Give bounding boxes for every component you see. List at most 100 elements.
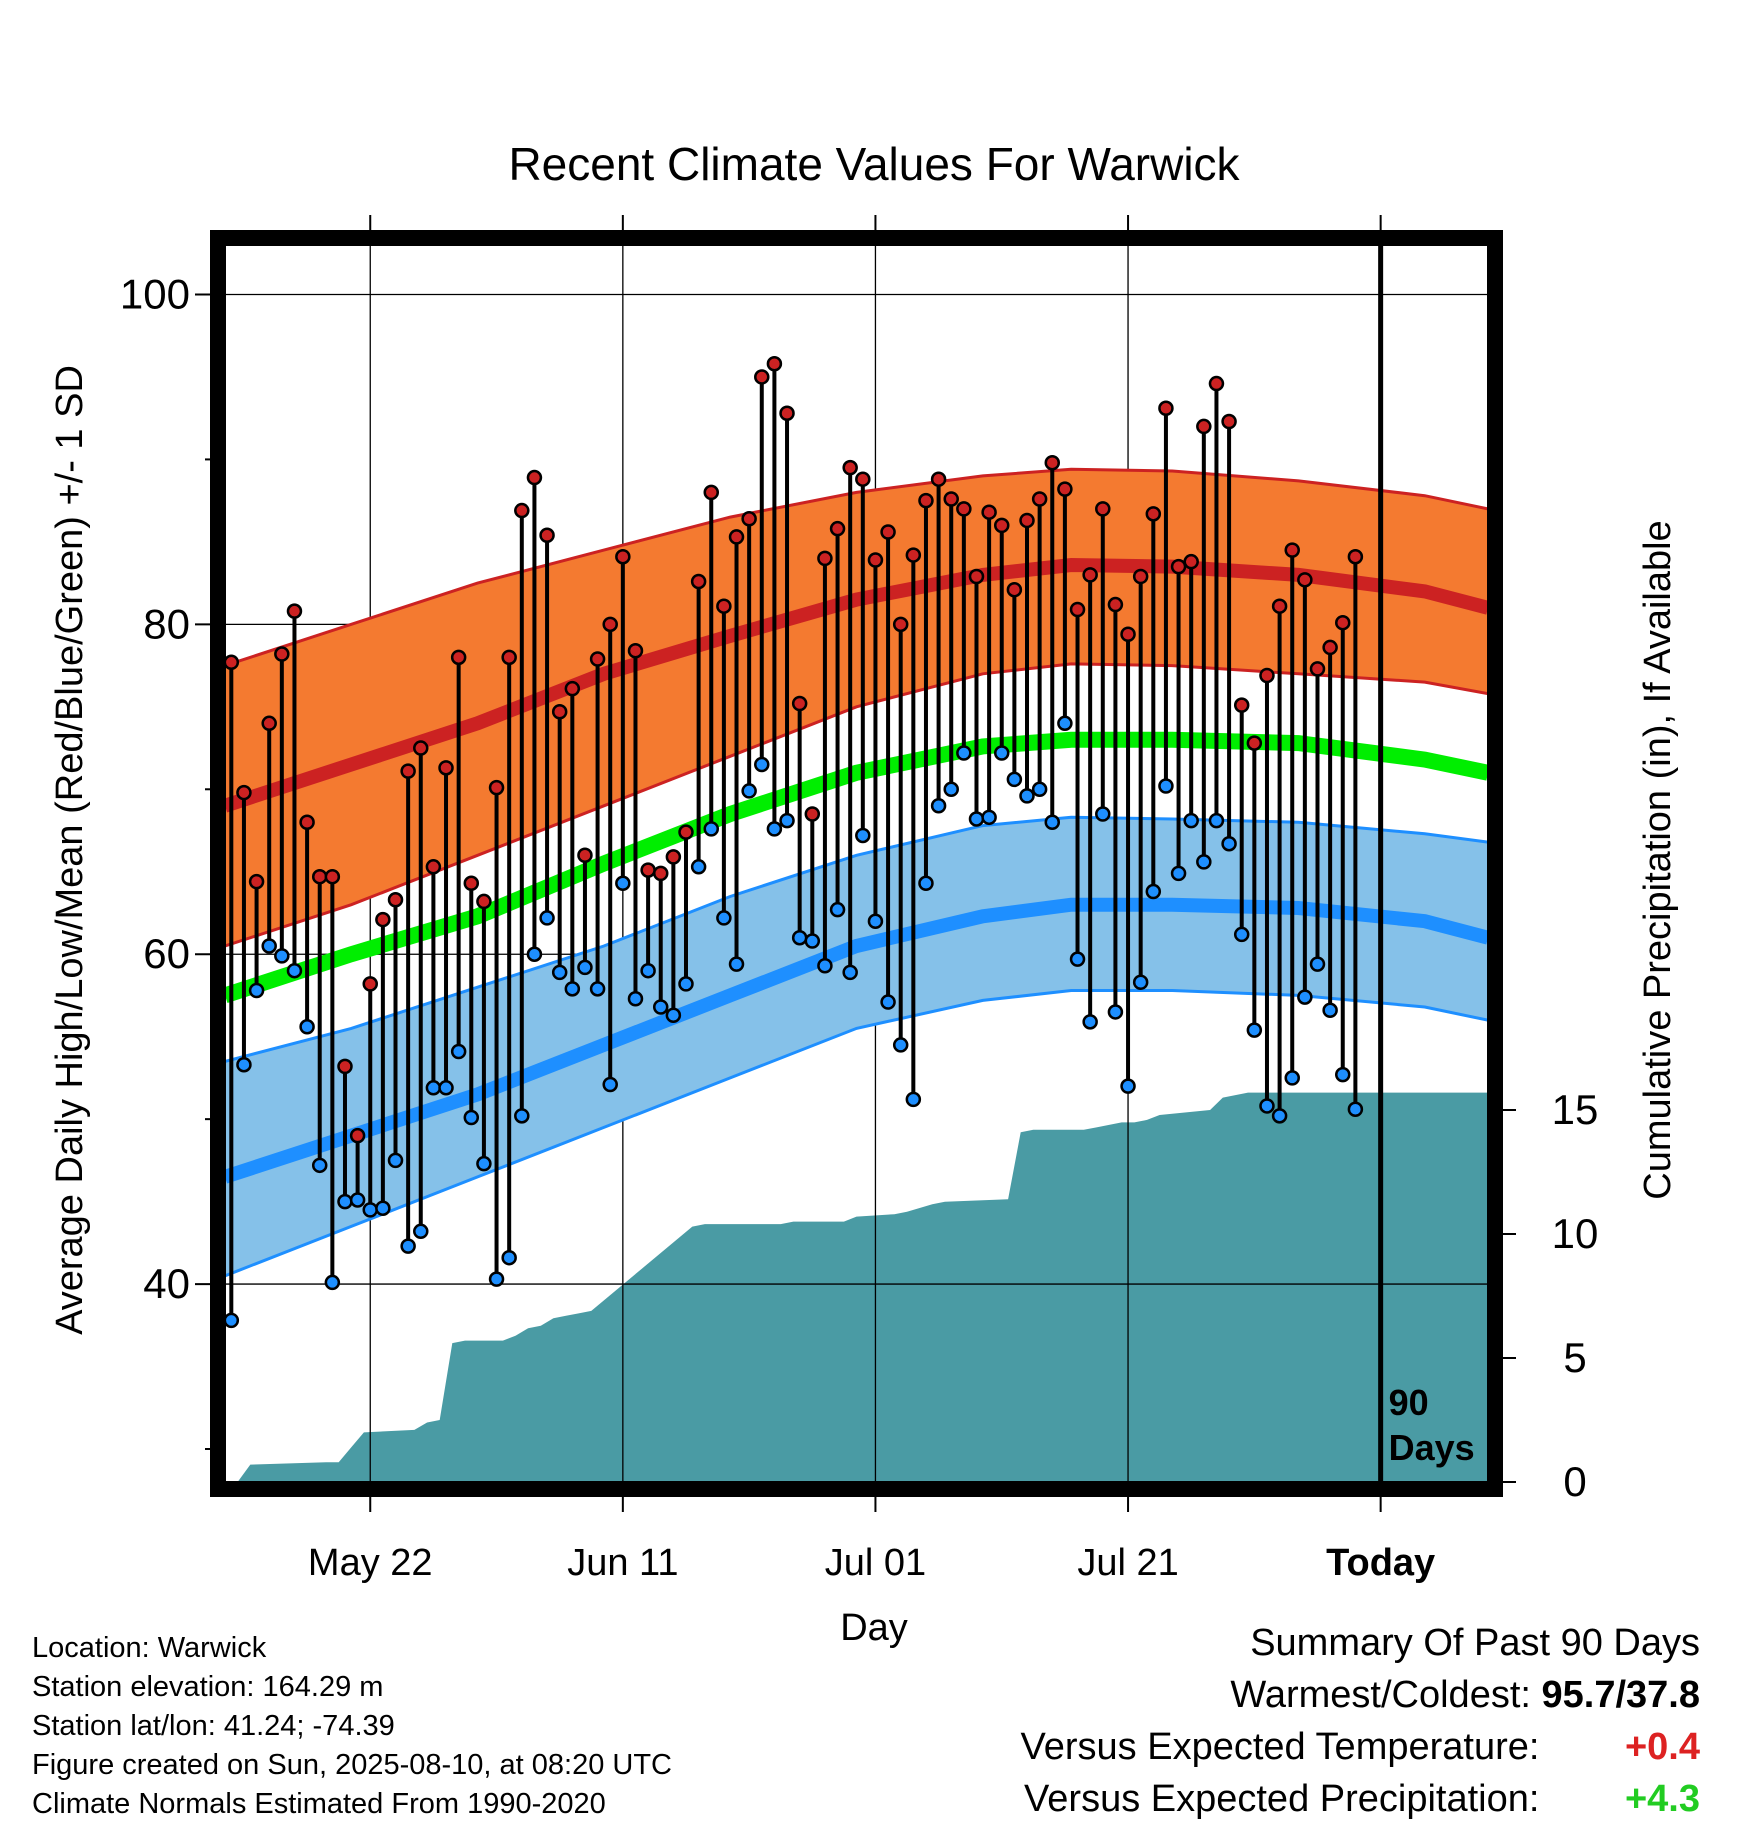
daily-high-point <box>1019 512 1035 529</box>
daily-high-point <box>1246 735 1263 751</box>
daily-high-point <box>615 548 631 565</box>
x-tick-label: Jun 11 <box>567 1542 678 1584</box>
daily-low-point <box>678 976 694 992</box>
daily-high-point <box>1309 661 1326 677</box>
daily-low-point <box>324 1274 341 1291</box>
daily-low-point <box>564 981 581 997</box>
normal-high-line <box>225 557 1488 813</box>
y-tick-label: 60 <box>143 930 190 977</box>
latlon-text: Station lat/lon: 41.24; -74.39 <box>32 1710 395 1742</box>
daily-high-point <box>779 405 795 421</box>
daily-low-point <box>728 956 745 972</box>
daily-low-point <box>716 910 732 926</box>
daily-high-point <box>1044 454 1061 471</box>
daily-high-point <box>438 760 454 776</box>
daily-high-point <box>225 654 240 671</box>
days-unit-label: Days <box>1389 1427 1475 1468</box>
plot-content <box>225 0 1488 1482</box>
daily-low-point <box>311 1157 328 1174</box>
daily-high-point <box>665 849 682 865</box>
daily-high-point <box>1132 568 1149 585</box>
y2-axis-label: Cumulative Precipitation (in), If Availa… <box>1637 520 1679 1199</box>
daily-low-point <box>1132 974 1149 991</box>
daily-low-point <box>349 1192 366 1208</box>
daily-high-point <box>703 484 720 501</box>
days-count-label: 90 <box>1389 1382 1429 1423</box>
daily-low-point <box>1158 778 1174 794</box>
daily-low-point <box>425 1080 442 1096</box>
daily-high-point <box>551 704 568 720</box>
daily-low-point <box>387 1152 404 1169</box>
daily-low-point <box>413 1223 429 1240</box>
daily-high-point <box>766 356 783 372</box>
daily-low-point <box>981 809 997 826</box>
daily-high-point <box>577 847 593 864</box>
daily-high-point <box>690 573 707 590</box>
daily-high-point <box>855 471 871 487</box>
daily-high-point <box>741 511 757 527</box>
daily-low-point <box>488 1271 505 1287</box>
daily-high-point <box>728 529 745 545</box>
daily-high-point <box>1158 400 1174 417</box>
daily-high-point <box>261 715 277 732</box>
daily-low-point <box>968 811 985 827</box>
daily-high-point <box>311 868 328 885</box>
daily-low-point <box>1362 0 1375 7</box>
daily-high-point <box>589 651 606 667</box>
normal-low-band-upper-edge <box>225 815 1488 1063</box>
y2-tick-label: 0 <box>1563 1458 1586 1505</box>
daily-high-point <box>1196 418 1212 435</box>
daily-low-point <box>450 1043 467 1060</box>
daily-low-point <box>905 1091 922 1108</box>
normals-text: Climate Normals Estimated From 1990-2020 <box>32 1788 606 1820</box>
daily-low-point <box>1183 812 1199 829</box>
daily-low-point <box>627 990 644 1007</box>
daily-low-point <box>993 745 1010 761</box>
daily-low-point <box>1284 1070 1300 1086</box>
daily-low-point <box>1145 883 1162 900</box>
daily-high-point <box>956 501 972 517</box>
normal-high-band <box>225 469 1488 946</box>
daily-high-point <box>627 642 644 659</box>
daily-high-point <box>1233 697 1250 713</box>
daily-low-point <box>892 1037 909 1053</box>
daily-low-point <box>236 1056 252 1073</box>
daily-low-point <box>1233 926 1250 943</box>
daily-high-point <box>526 469 543 486</box>
daily-high-point <box>754 369 770 385</box>
daily-low-point <box>514 1108 530 1124</box>
daily-high-point <box>236 784 252 801</box>
y2-tick-label: 10 <box>1552 1210 1599 1257</box>
daily-low-point <box>943 781 959 798</box>
daily-high-point <box>968 568 985 585</box>
daily-high-point <box>892 616 909 633</box>
daily-high-point <box>514 502 530 519</box>
daily-low-point <box>602 1076 618 1093</box>
y2-tick-label: 5 <box>1563 1334 1586 1381</box>
daily-low-point <box>1082 1014 1098 1030</box>
daily-low-point <box>1170 865 1187 882</box>
x-tick-label: May 22 <box>308 1542 433 1584</box>
daily-high-point <box>640 862 656 878</box>
daily-low-point <box>918 875 934 892</box>
daily-high-point <box>993 517 1010 534</box>
daily-high-point <box>1221 413 1237 430</box>
daily-high-point <box>880 524 896 540</box>
daily-low-point <box>577 959 593 976</box>
daily-low-point <box>1221 835 1237 852</box>
y-tick-label: 100 <box>120 270 190 317</box>
daily-high-point <box>1082 567 1098 583</box>
daily-low-point <box>1069 951 1086 967</box>
daily-low-point <box>274 948 290 964</box>
daily-high-point <box>1259 667 1275 684</box>
daily-high-point <box>791 695 808 712</box>
daily-high-point <box>564 680 581 697</box>
daily-low-point <box>842 964 858 981</box>
chart-title: Recent Climate Values For Warwick <box>508 138 1240 190</box>
daily-low-point <box>1057 715 1073 732</box>
precip-anomaly-label: Versus Expected Precipitation: <box>1024 1778 1540 1820</box>
daily-high-point <box>981 504 997 520</box>
daily-high-point <box>248 873 265 890</box>
daily-low-point <box>299 1019 315 1035</box>
daily-high-point <box>413 740 429 756</box>
